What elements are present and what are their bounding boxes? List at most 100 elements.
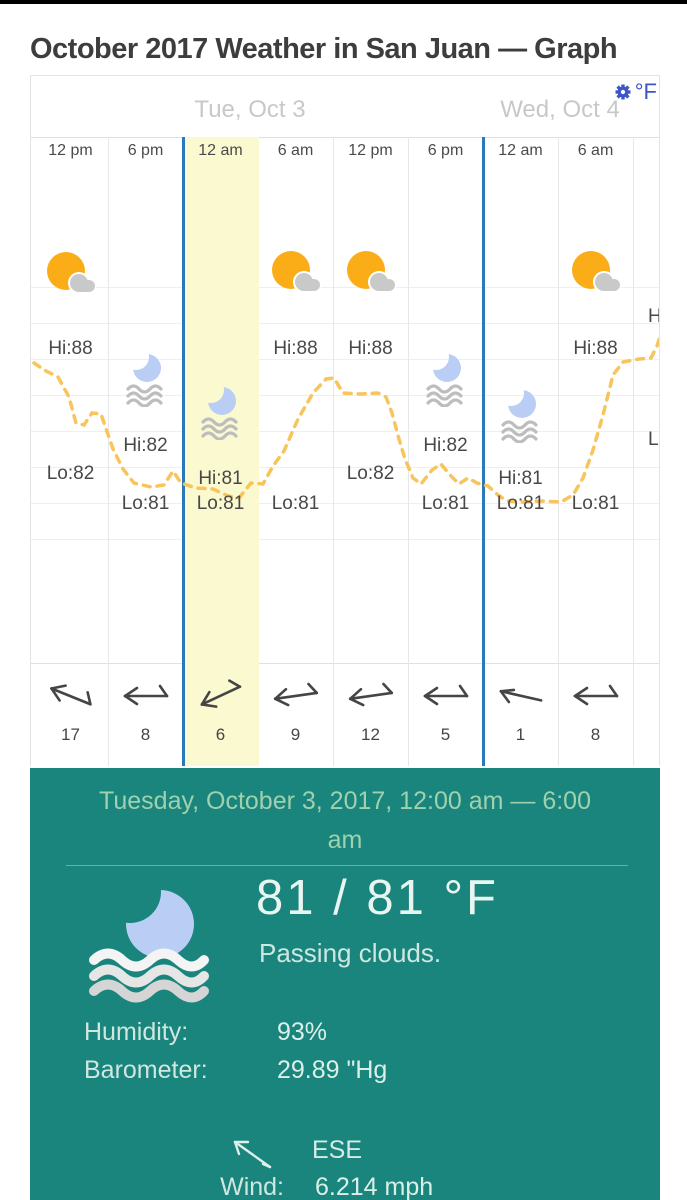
- condition-text: Passing clouds.: [259, 938, 442, 968]
- time-label: 6 pm: [427, 142, 464, 159]
- day-boundary-line: [482, 137, 485, 766]
- gridline: [31, 539, 659, 540]
- day-header-wed[interactable]: Wed, Oct 4: [500, 96, 620, 123]
- gridline: [31, 323, 659, 324]
- column-gridline: [408, 137, 409, 766]
- column-gridline: [108, 137, 109, 766]
- high-temp-label: Hi:81: [198, 468, 243, 489]
- low-temp-label: Lo:81: [121, 493, 170, 514]
- day-header-tue[interactable]: Tue, Oct 3: [194, 96, 306, 123]
- forecast-column[interactable]: 6 am Hi:88 Lo:81 8: [558, 137, 633, 766]
- time-label: 1: [633, 142, 659, 160]
- low-temp-label: L: [648, 429, 659, 450]
- gridline: [31, 503, 659, 504]
- forecast-column-selected[interactable]: 12 am Hi:81 Lo:81 6: [183, 137, 258, 766]
- forecast-column-clipped[interactable]: 1 H L: [633, 137, 659, 766]
- wind-direction-arrow-icon: [417, 678, 473, 714]
- page-title: October 2017 Weather in San Juan — Graph: [30, 33, 618, 65]
- gear-icon[interactable]: [614, 83, 632, 101]
- high-temp-label: Hi:88: [348, 338, 393, 359]
- low-temp-label: Lo:81: [421, 493, 470, 514]
- wind-direction-arrow-icon: [117, 678, 173, 714]
- time-label: 12 pm: [48, 142, 93, 159]
- gridline: [31, 359, 659, 360]
- high-temp-label: Hi:88: [573, 338, 618, 359]
- unit-toggle[interactable]: °F: [614, 79, 657, 105]
- wind-row-separator: [31, 663, 659, 664]
- forecast-column[interactable]: 12 pm Hi:88 Lo:82 17: [33, 137, 108, 766]
- wind-value: 6.214 mph: [315, 1173, 434, 1200]
- temperature-reading: 81 / 81 °F: [256, 871, 499, 925]
- wind-direction-arrow-icon: [489, 673, 550, 718]
- time-label: 12 pm: [348, 142, 393, 159]
- selected-column-highlight: [185, 137, 259, 766]
- day-boundary-line: [182, 137, 185, 766]
- gridline: [31, 431, 659, 432]
- gridline: [31, 467, 659, 468]
- low-temp-label: Lo:81: [196, 493, 245, 514]
- temperature-curve: [32, 334, 659, 504]
- wind-speed: 17: [61, 725, 80, 744]
- sun-behind-cloud-icon: [569, 249, 621, 297]
- forecast-column[interactable]: 12 am Hi:81 Lo:81 1: [483, 137, 558, 766]
- wind-speed: 9: [290, 725, 301, 744]
- moon-over-fog-icon: [423, 351, 467, 407]
- wind-direction-arrow-icon: [265, 674, 325, 717]
- time-label: 6 am: [277, 142, 314, 159]
- high-temp-label: Hi:88: [48, 338, 93, 359]
- forecast-graph: Tue, Oct 3 Wed, Oct 4 °F 12 pm Hi:88 Lo:…: [30, 75, 660, 766]
- time-label: 12 am: [198, 142, 243, 159]
- moon-over-fog-icon: [498, 387, 542, 443]
- time-label: 12 am: [498, 142, 543, 159]
- barometer-value: 29.89 "Hg: [277, 1056, 388, 1084]
- detail-panel-title: Tuesday, October 3, 2017, 12:00 am — 6:0…: [99, 787, 591, 854]
- time-label: 6 am: [577, 142, 614, 159]
- forecast-column[interactable]: 6 am Hi:88 Lo:81 9: [258, 137, 333, 766]
- wind-speed: 1: [515, 725, 526, 744]
- wind-direction-arrow-icon: [233, 1140, 272, 1169]
- column-gridline: [333, 137, 334, 766]
- gridline: [31, 287, 659, 288]
- gridline: [31, 395, 659, 396]
- time-label: 6 pm: [127, 142, 164, 159]
- moon-over-fog-icon: [123, 351, 167, 407]
- forecast-column[interactable]: 6 pm Hi:82 Lo:81 8: [108, 137, 183, 766]
- high-temp-label: Hi:82: [423, 435, 468, 456]
- wind-speed: 5: [440, 725, 451, 744]
- sun-behind-cloud-icon: [344, 249, 396, 297]
- humidity-value: 93%: [277, 1018, 328, 1046]
- high-temp-label: Hi:82: [123, 435, 168, 456]
- wind-direction-arrow-icon: [187, 668, 253, 724]
- header-separator-line: [31, 137, 659, 138]
- moon-over-fog-icon: [198, 384, 242, 440]
- wind-speed: 6: [215, 725, 226, 744]
- high-temp-label: Hi:81: [498, 468, 543, 489]
- low-temp-label: Lo:81: [571, 493, 620, 514]
- wind-direction-arrow-icon: [37, 669, 102, 723]
- sun-behind-cloud-icon: [269, 249, 321, 297]
- low-temp-label: Lo:82: [46, 463, 95, 484]
- wind-speed: 8: [590, 725, 601, 744]
- column-gridline: [633, 137, 634, 766]
- status-bar: [0, 0, 687, 4]
- low-temp-label: Lo:82: [346, 463, 395, 484]
- wind-speed: 8: [140, 725, 151, 744]
- humidity-label: Humidity:: [84, 1018, 189, 1046]
- sun-behind-cloud-icon: [44, 250, 96, 298]
- column-gridline: [558, 137, 559, 766]
- moon-over-fog-icon-large: [89, 890, 209, 1003]
- panel-divider: [66, 865, 628, 866]
- detail-panel: Tuesday, October 3, 2017, 12:00 am — 6:0…: [30, 768, 660, 1200]
- forecast-column[interactable]: 6 pm Hi:82 Lo:81 5: [408, 137, 483, 766]
- low-temp-label: Lo:81: [496, 493, 545, 514]
- wind-speed: 12: [361, 725, 380, 744]
- wind-label: Wind:: [220, 1173, 284, 1200]
- unit-label[interactable]: °F: [634, 79, 657, 104]
- low-temp-label: Lo:81: [271, 493, 320, 514]
- wind-direction-arrow-icon: [340, 674, 400, 717]
- high-temp-label: H: [633, 306, 659, 328]
- wind-direction-arrow-icon: [567, 678, 623, 714]
- barometer-label: Barometer:: [84, 1056, 208, 1084]
- forecast-column[interactable]: 12 pm Hi:88 Lo:82 12: [333, 137, 408, 766]
